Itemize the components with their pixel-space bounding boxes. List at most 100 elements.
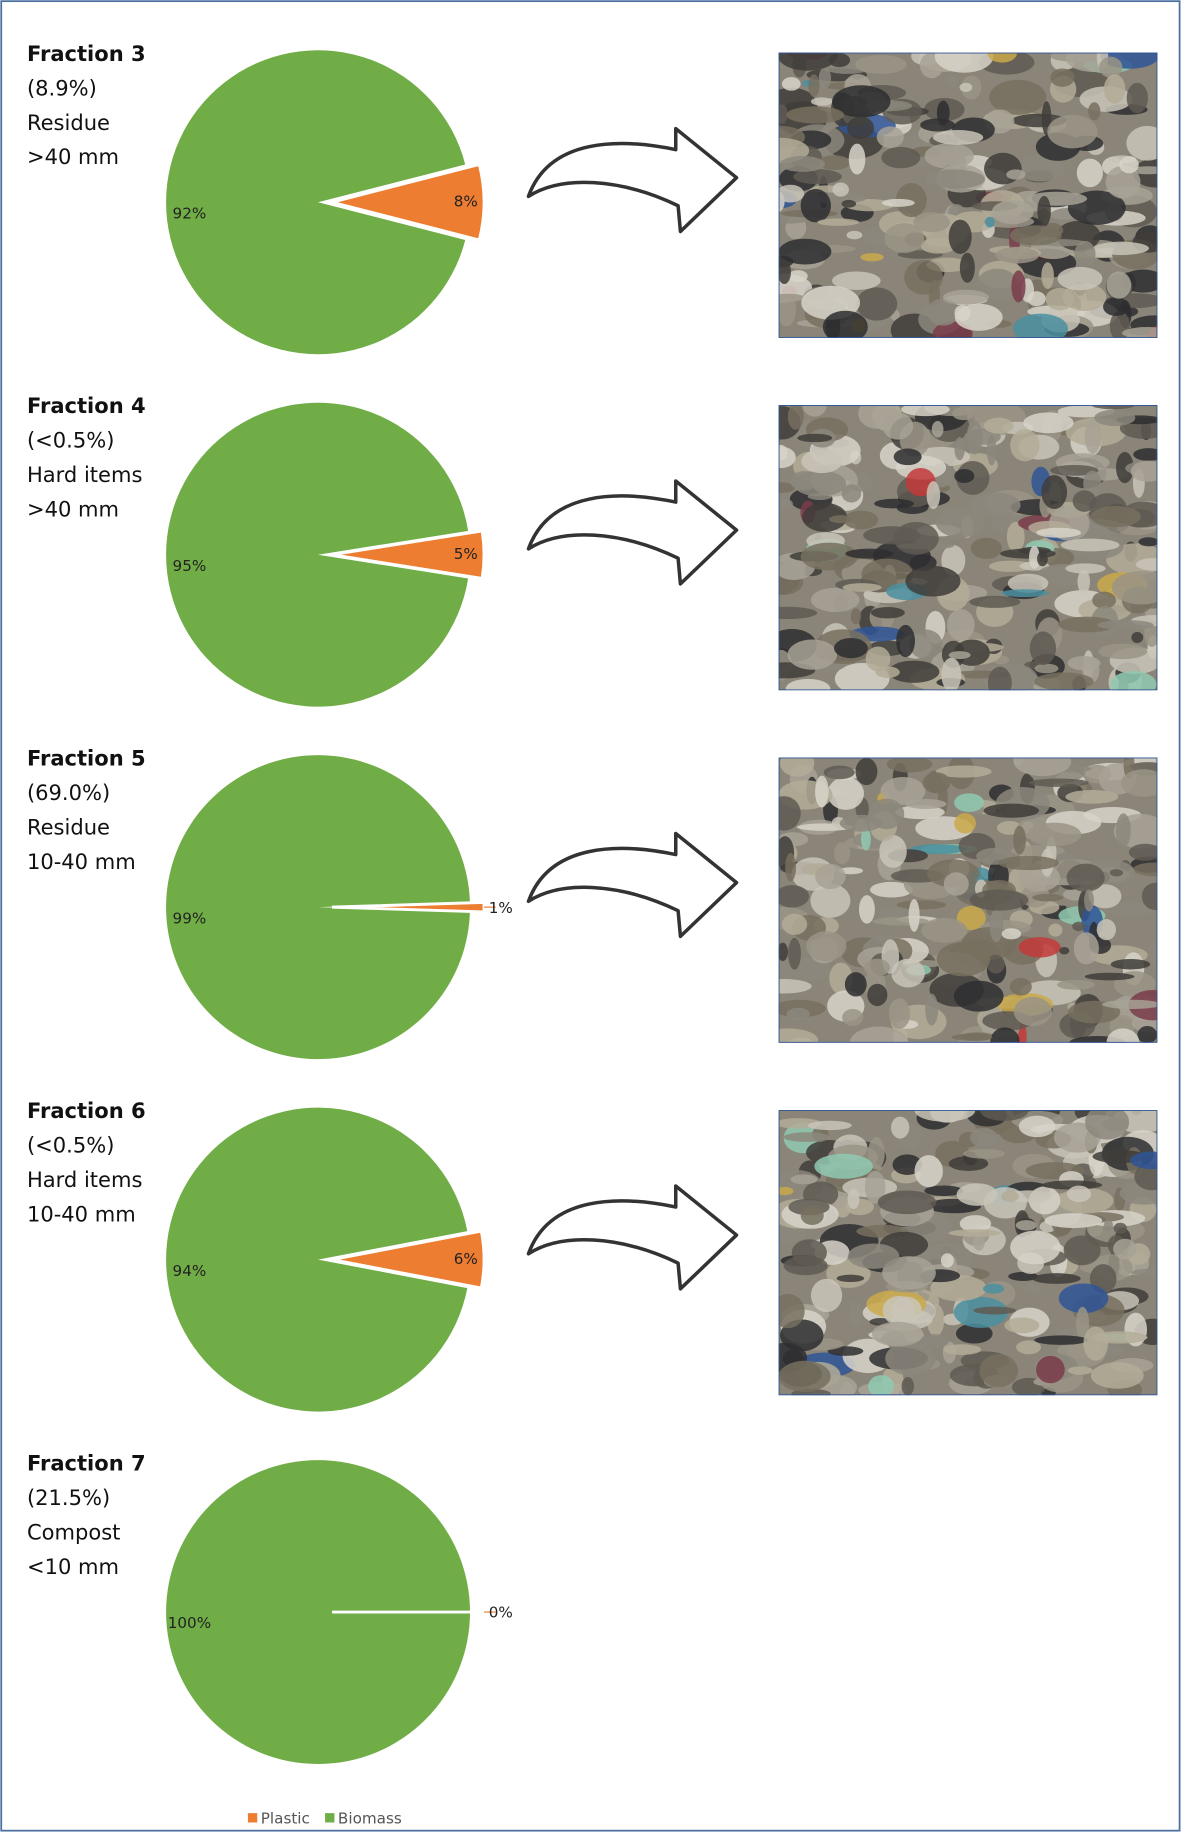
photo-texture [849,1300,862,1327]
pie-slice [166,1107,468,1412]
photo-texture [948,651,971,660]
photo-texture [1134,1163,1158,1191]
photo-texture [867,983,888,1007]
photo-texture [1085,1109,1130,1140]
photo-texture [953,980,1004,1012]
photo-texture [1119,156,1139,174]
photo-texture [807,1120,852,1131]
photo-texture [895,183,927,218]
photo-texture [1102,999,1158,1010]
photo-texture [848,143,866,175]
photo-texture [1010,429,1040,462]
data-label: 92% [173,204,207,222]
photo-texture [881,198,915,207]
photo-texture [1007,573,1049,593]
photo-texture [1072,490,1097,512]
photo-texture [793,470,847,497]
photo-texture [778,1186,794,1196]
data-label: 100% [168,1614,211,1632]
photo-texture [1045,287,1075,311]
photo-texture [1067,1185,1092,1203]
photo-texture [785,678,831,691]
photo-texture [872,917,929,926]
photo-texture [847,1188,860,1210]
photo-texture [840,1381,855,1396]
photo-texture [922,772,951,794]
photo-texture [987,666,1012,691]
pie-slice [331,529,486,581]
photo-texture [822,310,868,338]
photo-texture [793,169,842,185]
photo-texture [778,606,818,620]
photo-texture [781,913,808,935]
photo-texture [995,246,1040,264]
photo-texture [1130,460,1158,482]
fraction-title: Fraction 3 [27,41,146,66]
photo-texture [1018,1115,1056,1138]
photo-texture [1058,1283,1109,1314]
photo-texture [855,55,907,74]
data-label: 95% [173,557,207,575]
fraction-detail: (<0.5%) [27,428,114,453]
photo-texture [885,1341,936,1376]
photo-texture [788,937,801,970]
photo-texture [984,216,995,228]
photo-texture [1083,470,1102,498]
photo-texture [956,1183,998,1206]
photo-texture [849,1026,909,1043]
photo-texture [1047,114,1098,149]
pie-slice [166,755,470,1060]
photo-texture [921,917,968,943]
pie-slice [166,402,469,707]
data-label: 5% [454,545,478,563]
photo-texture [781,77,801,91]
arrow [526,831,739,939]
photo-texture [778,446,796,468]
photo-texture [1036,1355,1065,1384]
photo-texture [1008,1271,1039,1281]
photo-texture [1034,1335,1089,1345]
fraction-detail: (8.9%) [27,75,97,100]
photo-texture [778,1028,819,1043]
photo-texture [1131,631,1144,643]
photo-texture [1026,191,1088,206]
photo-texture [895,805,945,820]
photo-texture [778,259,791,285]
photo-texture [1016,1340,1042,1355]
photo-texture [913,212,951,233]
photo-texture [783,1132,830,1142]
photo-texture [778,1293,805,1329]
photo-texture [935,506,985,538]
photo-texture [1006,169,1026,180]
photo-texture [990,1027,1020,1043]
photo-texture [1041,1180,1103,1190]
photo-texture [914,1109,976,1122]
photo-texture [959,82,973,92]
photo-texture [810,97,833,106]
photo-texture [948,1156,989,1171]
photo-texture [988,560,1033,572]
photo-texture [832,271,881,291]
pie-slice [166,1460,471,1765]
photo-texture [1001,589,1049,598]
pie-slice [331,1229,486,1290]
photo-texture [954,303,1003,331]
photo-texture [881,146,921,169]
arrow [526,1184,739,1291]
photo-texture [1083,1326,1109,1361]
fraction-detail: >40 mm [27,144,119,169]
photo-texture [1090,506,1141,528]
photo-texture [986,434,997,466]
photo-texture [935,765,992,778]
photo-texture [1129,1151,1158,1170]
photo-texture [864,958,890,977]
photo-texture [1067,1366,1093,1375]
photo-texture [904,260,943,295]
photo-texture [1077,569,1091,594]
photo-texture [1076,158,1103,188]
photo-texture [1062,283,1107,312]
photo-texture [969,889,1029,911]
photo-texture [976,268,1019,300]
photo-texture [1036,527,1082,538]
photo-texture [948,1229,1001,1237]
